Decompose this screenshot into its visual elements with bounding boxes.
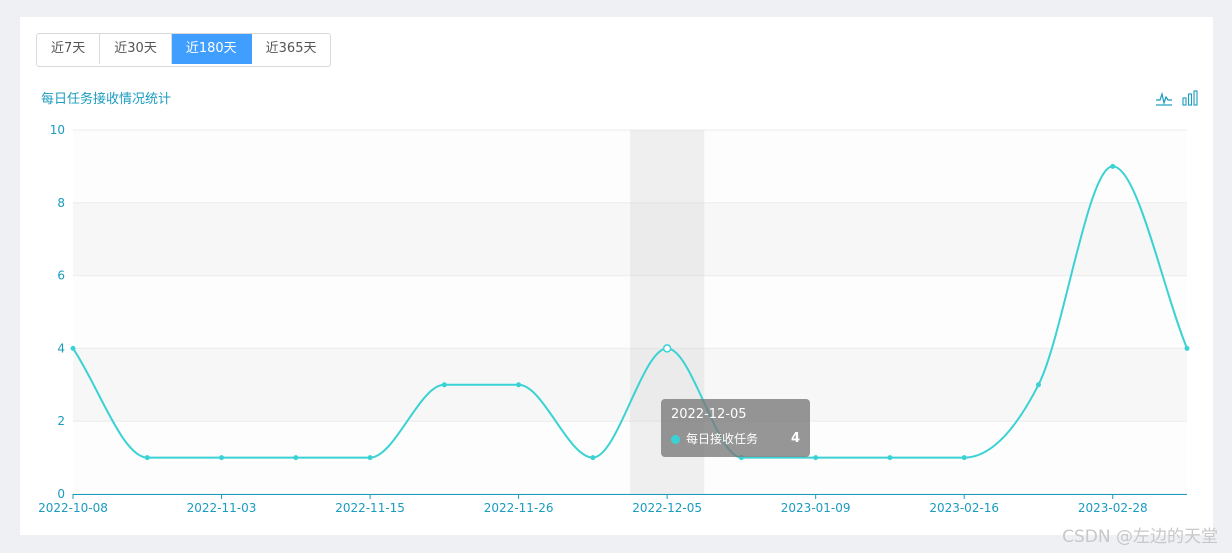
grid-band <box>73 275 1187 349</box>
data-point <box>1035 382 1041 388</box>
chart-tooltip: 2022-12-05 每日接收任务 4 <box>661 399 810 457</box>
range-7-days-button[interactable]: 近7天 <box>37 34 101 64</box>
data-point <box>1110 163 1116 169</box>
chart-toolbox <box>1155 89 1199 107</box>
grid-band <box>73 348 1187 422</box>
data-point <box>813 455 819 461</box>
x-tick-label: 2023-01-09 <box>781 501 851 515</box>
data-point <box>516 382 522 388</box>
x-tick-label: 2022-11-26 <box>484 501 554 515</box>
range-30-days-button[interactable]: 近30天 <box>100 34 172 64</box>
tooltip-series-marker <box>671 434 680 444</box>
y-tick-label: 2 <box>57 414 65 428</box>
bar-chart-icon[interactable] <box>1181 89 1199 107</box>
tooltip-date: 2022-12-05 <box>671 407 747 422</box>
data-point <box>662 344 672 353</box>
line-chart-icon[interactable] <box>1155 89 1173 107</box>
y-tick-label: 4 <box>57 341 65 355</box>
y-tick-label: 0 <box>57 487 65 501</box>
chart-title: 每日任务接收情况统计 <box>41 92 172 107</box>
range-365-days-button[interactable]: 近365天 <box>251 34 331 64</box>
data-point <box>590 455 596 461</box>
series-line-每日接收任务 <box>72 165 1188 459</box>
grid-band <box>73 202 1187 276</box>
x-tick-label: 2023-02-16 <box>929 501 999 515</box>
data-point <box>70 345 76 351</box>
tooltip-series-label: 每日接收任务 <box>686 432 759 446</box>
grid-band <box>73 130 1187 203</box>
x-tick-label: 2022-12-05 <box>632 501 702 515</box>
y-tick-label: 8 <box>57 196 65 210</box>
x-tick-label: 2023-02-28 <box>1078 501 1148 515</box>
y-tick-label: 6 <box>57 269 65 283</box>
data-point <box>293 455 299 461</box>
data-point <box>1184 345 1190 351</box>
x-tick-label: 2022-10-08 <box>38 501 108 515</box>
x-tick-label: 2022-11-03 <box>187 501 257 515</box>
y-tick-label: 10 <box>50 123 65 137</box>
data-point <box>887 455 893 461</box>
data-point <box>219 455 225 461</box>
time-range-selector: 近7天 近30天 近180天 近365天 <box>36 33 332 67</box>
watermark: CSDN @左边的天堂 <box>1062 527 1218 547</box>
data-point <box>961 455 967 461</box>
x-tick-label: 2022-11-15 <box>335 501 405 515</box>
range-180-days-button[interactable]: 近180天 <box>171 34 252 64</box>
data-point <box>367 455 373 461</box>
data-point <box>144 455 150 461</box>
tooltip-value: 4 <box>790 431 800 446</box>
data-point <box>441 382 447 388</box>
